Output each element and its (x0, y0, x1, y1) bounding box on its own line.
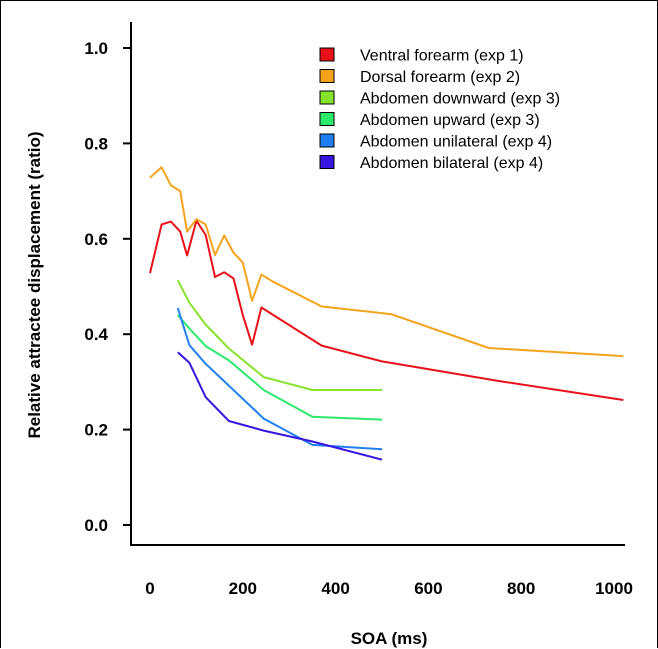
legend: Ventral forearm (exp 1) Dorsal forearm (e… (319, 47, 560, 172)
legend-entry-6: Abdomen bilateral (exp 4) (360, 155, 543, 172)
x-tick-label: 600 (414, 579, 442, 598)
legend-swatch-2 (319, 69, 335, 83)
x-tick-label: 0 (145, 579, 154, 598)
legend-swatch-6 (319, 155, 335, 169)
legend-swatch-1 (319, 47, 335, 62)
x-tick-label: 800 (507, 579, 535, 598)
series-line-5 (176, 307, 383, 451)
y-tick-label: 1.0 (84, 39, 108, 58)
legend-entry-2: Dorsal forearm (exp 2) (360, 69, 520, 86)
series-line-6 (177, 351, 383, 461)
y-tick-label: 0.0 (84, 516, 108, 535)
series-line-2 (149, 166, 624, 358)
axes: 0.0 0.2 0.4 0.6 0.8 1.0 0 200 400 600 800 1000 (84, 22, 633, 598)
y-tick-label: 0.6 (84, 230, 108, 249)
legend-entry-4: Abdomen upward (exp 3) (360, 112, 540, 129)
y-tick-label: 0.4 (84, 325, 108, 344)
legend-swatch-4 (319, 112, 335, 126)
series-layer (149, 166, 624, 461)
x-tick-label: 400 (321, 579, 349, 598)
legend-swatch-3 (319, 90, 335, 105)
series-line-4 (177, 314, 383, 421)
y-tick-label: 0.8 (84, 134, 108, 153)
series-line-3 (176, 279, 382, 391)
legend-entry-1: Ventral forearm (exp 1) (360, 48, 524, 65)
x-axis-title: SOA (ms) (351, 629, 428, 648)
legend-entry-5: Abdomen unilateral (exp 4) (360, 134, 552, 151)
y-axis-title: Relative attractee displacement (ratio) (25, 131, 44, 438)
y-tick-label: 0.2 (84, 421, 108, 440)
legend-entry-3: Abdomen downward (exp 3) (360, 91, 560, 108)
x-tick-label: 1000 (595, 579, 633, 598)
x-tick-label: 200 (229, 579, 257, 598)
legend-swatch-5 (319, 133, 335, 148)
series-line-1 (149, 219, 624, 401)
